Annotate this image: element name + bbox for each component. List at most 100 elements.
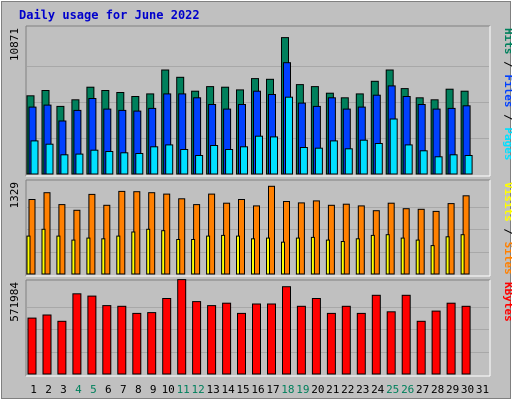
bar-visits-day-12 <box>191 239 196 275</box>
bar-pages-day-20 <box>314 147 323 175</box>
bar-kbytes-day-6 <box>102 305 112 375</box>
day-label-25: 25 <box>386 383 399 396</box>
day-label-24: 24 <box>371 383 385 396</box>
day-label-1: 1 <box>30 383 37 396</box>
bar-pages-day-17 <box>270 136 278 175</box>
panel-top-axis-label: Hits / Files / Pages <box>502 28 512 161</box>
axis-label-part: Hits <box>502 28 512 55</box>
bar-kbytes-day-21 <box>326 312 336 375</box>
bar-pages-day-16 <box>255 135 263 175</box>
bar-kbytes-day-5 <box>87 295 97 375</box>
day-label-22: 22 <box>341 383 354 396</box>
panel-middle-axis-label: Visits / Sites <box>502 182 512 275</box>
day-label-17: 17 <box>266 383 279 396</box>
bar-kbytes-day-29 <box>446 302 456 375</box>
bar-sites-day-22 <box>342 203 350 275</box>
day-label-10: 10 <box>162 383 175 396</box>
bar-visits-day-23 <box>355 238 360 275</box>
bar-sites-day-7 <box>118 190 126 275</box>
bar-sites-day-13 <box>208 193 216 275</box>
day-label-6: 6 <box>105 383 112 396</box>
bar-kbytes-day-20 <box>311 298 321 375</box>
bar-visits-day-13 <box>206 235 211 275</box>
bar-kbytes-day-15 <box>237 312 246 375</box>
bar-visits-day-18 <box>281 241 285 275</box>
day-label-20: 20 <box>311 383 324 396</box>
axis-label-part: / <box>502 222 512 242</box>
day-label-13: 13 <box>206 383 219 396</box>
bar-visits-day-19 <box>295 237 300 275</box>
day-label-12: 12 <box>191 383 204 396</box>
bar-kbytes-day-2 <box>42 314 52 375</box>
panel-bottom-max-label: 571984 <box>8 282 21 322</box>
bar-visits-day-28 <box>430 245 435 275</box>
bar-visits-day-27 <box>415 239 420 275</box>
bar-visits-day-7 <box>116 235 121 275</box>
day-label-16: 16 <box>251 383 264 396</box>
bar-visits-day-3 <box>56 235 61 275</box>
bar-visits-day-5 <box>86 237 91 275</box>
bar-pages-day-4 <box>75 153 84 175</box>
bar-kbytes-day-16 <box>252 303 261 375</box>
bar-pages-day-5 <box>90 149 99 175</box>
bar-kbytes-day-1 <box>27 317 37 375</box>
bar-visits-day-21 <box>325 239 330 275</box>
axis-label-part: / <box>502 55 512 75</box>
bar-pages-day-14 <box>225 149 234 175</box>
day-label-9: 9 <box>150 383 157 396</box>
bar-visits-day-11 <box>176 239 181 275</box>
bar-kbytes-day-28 <box>431 310 441 375</box>
bar-pages-day-7 <box>120 152 129 175</box>
bar-pages-day-12 <box>195 155 204 175</box>
bar-sites-day-28 <box>432 210 440 275</box>
bar-kbytes-day-11 <box>177 279 187 375</box>
bar-pages-day-25 <box>389 118 398 175</box>
day-label-23: 23 <box>356 383 369 396</box>
bar-kbytes-day-19 <box>296 305 306 375</box>
bar-pages-day-13 <box>210 145 219 175</box>
bar-pages-day-22 <box>344 148 353 175</box>
bar-pages-day-24 <box>374 143 383 175</box>
bar-pages-day-11 <box>180 149 189 175</box>
bar-kbytes-day-12 <box>192 301 202 375</box>
bar-kbytes-day-22 <box>341 305 351 375</box>
bar-visits-day-16 <box>251 238 255 275</box>
day-label-7: 7 <box>120 383 127 396</box>
bar-visits-day-2 <box>41 228 46 275</box>
bar-kbytes-day-3 <box>57 320 67 375</box>
day-label-11: 11 <box>177 383 190 396</box>
bar-visits-day-22 <box>340 241 345 275</box>
day-label-27: 27 <box>416 383 429 396</box>
bar-visits-day-15 <box>236 235 240 275</box>
day-label-29: 29 <box>446 383 459 396</box>
bar-kbytes-day-10 <box>162 298 172 375</box>
bar-visits-day-6 <box>101 238 106 275</box>
bar-visits-day-14 <box>221 234 226 275</box>
bar-visits-day-9 <box>146 228 151 275</box>
axis-label-part: KBytes <box>502 282 512 322</box>
bar-kbytes-day-13 <box>207 305 217 375</box>
day-label-14: 14 <box>221 383 235 396</box>
bar-pages-day-8 <box>135 153 144 175</box>
bar-pages-day-21 <box>329 140 338 175</box>
axis-label-part: Visits <box>502 182 512 222</box>
bar-pages-day-29 <box>449 154 458 175</box>
bar-pages-day-30 <box>464 155 473 175</box>
bar-kbytes-day-4 <box>72 293 82 375</box>
bar-kbytes-day-14 <box>222 302 232 375</box>
bar-kbytes-day-24 <box>371 294 381 375</box>
bar-sites-day-18 <box>283 201 290 275</box>
axis-label-part: Pages <box>502 127 512 160</box>
panel-bottom-axis-label: KBytes <box>502 282 512 322</box>
day-label-15: 15 <box>236 383 249 396</box>
bar-pages-day-9 <box>150 146 159 175</box>
bar-kbytes-day-18 <box>282 286 291 375</box>
panel-middle-max-label: 1329 <box>8 182 21 209</box>
bar-sites-day-11 <box>178 198 186 275</box>
bar-sites-day-17 <box>268 185 275 275</box>
chart-title: Daily usage for June 2022 <box>19 8 200 22</box>
day-label-21: 21 <box>326 383 339 396</box>
